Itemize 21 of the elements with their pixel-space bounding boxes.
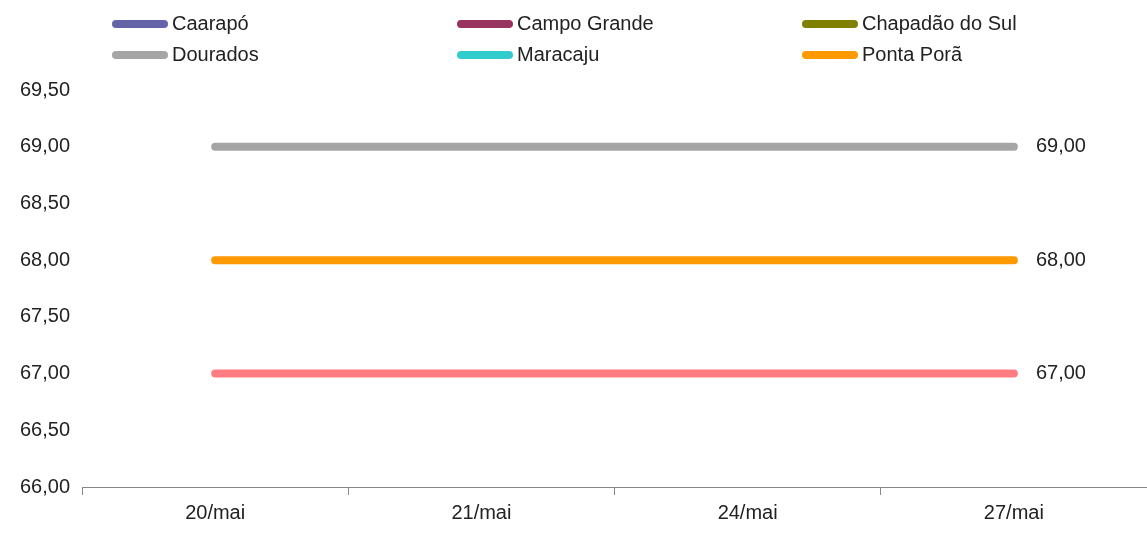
y-tick-label: 67,50 bbox=[19, 304, 71, 327]
y-tick-label: 69,50 bbox=[19, 77, 71, 100]
legend-label: Chapadão do Sul bbox=[862, 12, 1017, 35]
y-tick-label: 67,00 bbox=[19, 361, 71, 384]
data-label: 68,00 bbox=[1035, 247, 1086, 270]
y-tick-label: 69,00 bbox=[19, 134, 71, 157]
data-label: 67,00 bbox=[1035, 361, 1086, 384]
legend-label: Campo Grande bbox=[517, 12, 654, 35]
legend-label: Ponta Porã bbox=[862, 43, 963, 66]
x-tick-label: 21/mai bbox=[451, 500, 512, 523]
legend-label: Caarapó bbox=[172, 12, 249, 35]
y-tick-label: 68,50 bbox=[19, 190, 71, 213]
legend-label: Dourados bbox=[172, 43, 259, 66]
x-tick-label: 27/mai bbox=[983, 500, 1044, 523]
y-tick-label: 68,00 bbox=[19, 247, 71, 270]
x-tick-label: 20/mai bbox=[185, 500, 246, 523]
legend-label: Maracaju bbox=[517, 43, 600, 66]
data-label: 69,00 bbox=[1035, 134, 1086, 157]
y-tick-label: 66,50 bbox=[19, 417, 71, 440]
x-tick-label: 24/mai bbox=[717, 500, 778, 523]
y-tick-label: 66,00 bbox=[19, 474, 71, 497]
